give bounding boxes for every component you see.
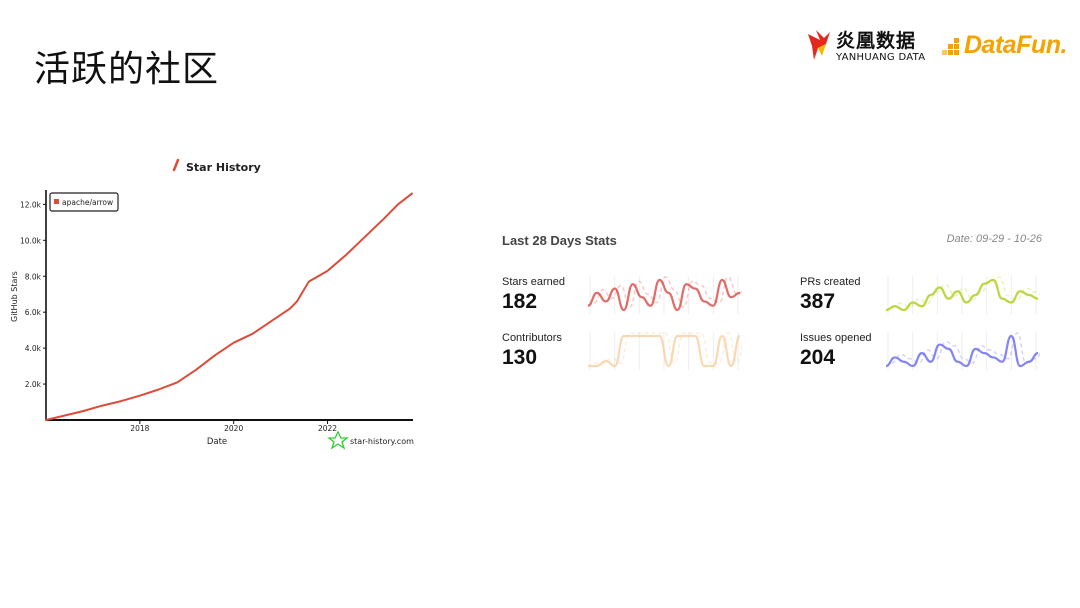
datafun-logo-text: DataFun.: [964, 31, 1067, 59]
sparkline-line: [885, 334, 1039, 368]
watermark[interactable]: star-history.com: [327, 430, 414, 450]
phoenix-icon: [808, 30, 830, 60]
slide-title: 活跃的社区: [34, 49, 220, 90]
stats-date: Date: 09-29 - 10-26: [946, 233, 1042, 245]
chart-title-icon: [172, 158, 180, 172]
yanhuang-logo-cn: 炎凰数据: [836, 30, 917, 52]
stat-value: 182: [502, 290, 538, 313]
sparkline-contributors: [588, 332, 742, 370]
legend: apache/arrow: [49, 192, 119, 212]
stat-contributors: Contributors 130: [502, 332, 742, 376]
yanhuang-logo: 炎凰数据 YANHUANG DATA: [806, 26, 926, 68]
y-tick-label: 4.0k: [25, 344, 42, 353]
stat-label: Contributors: [502, 332, 562, 344]
y-tick-label: 10.0k: [20, 236, 42, 245]
star-history-chart: Star History apache/arrow GitHub Stars D…: [10, 158, 414, 450]
sparkline-stars-earned: [587, 276, 742, 314]
sparkline-prs-created: [885, 276, 1040, 314]
datafun-logo: DataFun.: [942, 30, 1070, 64]
star-icon: [327, 430, 349, 450]
y-tick-labels: 2.0k 4.0k 6.0k 8.0k 10.0k 12.0k: [20, 200, 42, 389]
sparkline-previous-period: [593, 276, 742, 308]
stat-label: Issues opened: [800, 332, 872, 344]
sparkline-line: [588, 334, 742, 368]
datafun-pixel-icon: [942, 38, 959, 55]
stat-prs-created: PRs created 387: [800, 276, 1040, 320]
stat-label: PRs created: [800, 276, 861, 288]
y-tick-label: 6.0k: [25, 308, 42, 317]
stat-stars-earned: Stars earned 182: [502, 276, 742, 320]
stats-panel: Last 28 Days Stats Date: 09-29 - 10-26 S…: [502, 228, 1042, 388]
chart-title-group: Star History: [172, 158, 261, 174]
sparkline-previous-period: [891, 276, 1040, 308]
sparkline-issues-opened: [885, 332, 1040, 370]
stat-value: 204: [800, 346, 836, 369]
chart-title: Star History: [186, 161, 261, 174]
sparkline-line: [587, 278, 741, 312]
stat-issues-opened: Issues opened 204: [800, 332, 1040, 376]
yanhuang-logo-en: YANHUANG DATA: [836, 52, 926, 63]
watermark-text[interactable]: star-history.com: [350, 437, 414, 446]
x-tick-label: 2020: [224, 424, 243, 433]
stat-value: 387: [800, 290, 836, 313]
legend-swatch: [54, 199, 59, 204]
tick-marks: [43, 203, 329, 424]
legend-box: [49, 192, 119, 212]
sparkline-previous-period: [891, 332, 1040, 364]
y-tick-label: 8.0k: [25, 272, 42, 281]
x-tick-labels: 2018 2020 2022: [130, 424, 337, 433]
legend-label: apache/arrow: [62, 198, 113, 207]
x-axis-label: Date: [207, 437, 227, 447]
x-tick-label: 2022: [318, 424, 337, 433]
y-tick-label: 2.0k: [25, 380, 42, 389]
sparkline-previous-period: [594, 332, 742, 364]
stat-value: 130: [502, 346, 538, 369]
sparkline-line: [885, 278, 1039, 312]
stats-heading: Last 28 Days Stats: [502, 233, 617, 248]
stat-label: Stars earned: [502, 276, 565, 288]
y-axis-label: GitHub Stars: [10, 271, 19, 322]
series-line-apache-arrow: [45, 192, 413, 421]
y-tick-label: 12.0k: [20, 200, 42, 209]
x-tick-label: 2018: [130, 424, 149, 433]
